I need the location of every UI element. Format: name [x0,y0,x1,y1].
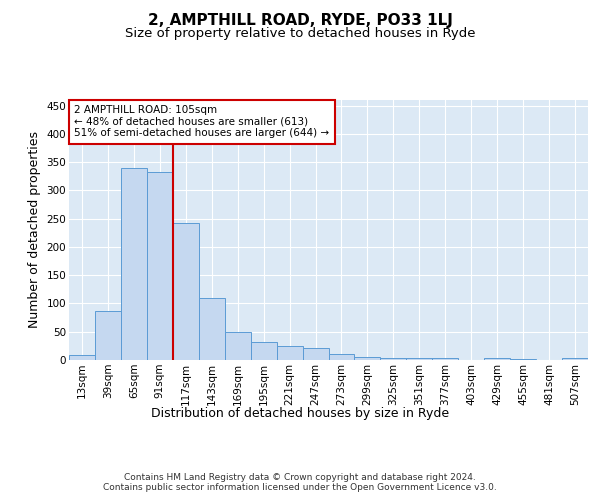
Bar [355,357,380,360]
Bar [510,359,536,360]
Bar [173,222,199,360]
Text: Size of property relative to detached houses in Ryde: Size of property relative to detached ho… [125,28,475,40]
Bar [69,356,95,360]
Bar [199,298,224,360]
Bar [406,358,432,360]
Bar [329,354,355,360]
Bar [95,311,121,360]
Text: 2, AMPTHILL ROAD, RYDE, PO33 1LJ: 2, AMPTHILL ROAD, RYDE, PO33 1LJ [148,12,452,28]
Bar [147,172,173,360]
Bar [484,358,510,360]
Bar [433,358,458,360]
Bar [225,332,251,360]
Bar [277,346,302,360]
Bar [562,358,588,360]
Bar [251,342,277,360]
Bar [302,348,329,360]
Bar [380,358,406,360]
Bar [121,168,147,360]
Text: Distribution of detached houses by size in Ryde: Distribution of detached houses by size … [151,408,449,420]
Text: 2 AMPTHILL ROAD: 105sqm
← 48% of detached houses are smaller (613)
51% of semi-d: 2 AMPTHILL ROAD: 105sqm ← 48% of detache… [74,105,329,138]
Text: Contains HM Land Registry data © Crown copyright and database right 2024.
Contai: Contains HM Land Registry data © Crown c… [103,472,497,492]
Y-axis label: Number of detached properties: Number of detached properties [28,132,41,328]
